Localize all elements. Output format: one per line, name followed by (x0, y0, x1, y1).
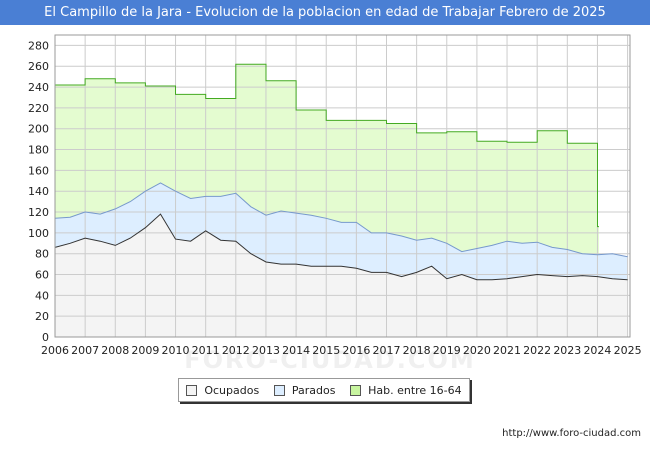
x-tick-label: 2018 (403, 344, 431, 357)
watermark-text: FORO-CIUDAD.COM (184, 346, 476, 374)
x-tick-label: 2015 (312, 344, 340, 357)
legend-swatch-hab (350, 384, 362, 396)
x-tick-label: 2021 (493, 344, 521, 357)
x-tick-label: 2023 (553, 344, 581, 357)
legend-item-parados: Parados (273, 383, 336, 397)
legend-swatch-parados (273, 384, 285, 396)
legend-label-hab: Hab. entre 16-64 (368, 383, 462, 397)
y-tick-label: 100 (28, 227, 49, 240)
legend-item-hab: Hab. entre 16-64 (350, 384, 462, 397)
x-tick-label: 2025 (614, 344, 642, 357)
legend-swatch-ocupados (186, 384, 198, 396)
x-tick-label: 2016 (342, 344, 370, 357)
chart-legend: Ocupados Parados Hab. entre 16-64 (178, 378, 470, 402)
x-tick-label: 2024 (583, 344, 611, 357)
y-tick-label: 80 (35, 248, 49, 261)
y-tick-label: 40 (35, 289, 49, 302)
y-tick-label: 260 (28, 60, 49, 73)
source-credit: http://www.foro-ciudad.com (502, 428, 641, 439)
y-tick-label: 220 (28, 102, 49, 115)
legend-label-ocupados: Ocupados (204, 383, 260, 397)
plot-border (54, 34, 631, 338)
y-tick-label: 280 (28, 39, 49, 52)
legend-item-ocupados: Ocupados (186, 384, 259, 397)
chart-title: El Campillo de la Jara - Evolucion de la… (0, 0, 650, 25)
x-tick-label: 2020 (463, 344, 491, 357)
x-tick-label: 2013 (252, 344, 280, 357)
y-tick-label: 0 (42, 331, 49, 344)
y-tick-label: 20 (35, 310, 49, 323)
x-tick-label: 2012 (222, 344, 250, 357)
x-tick-label: 2006 (41, 344, 69, 357)
x-tick-label: 2011 (192, 344, 220, 357)
x-tick-label: 2008 (101, 344, 129, 357)
x-tick-label: 2014 (282, 344, 310, 357)
parados-line (54, 182, 628, 258)
x-tick-label: 2019 (433, 344, 461, 357)
y-tick-label: 160 (28, 164, 49, 177)
y-tick-label: 180 (28, 144, 49, 157)
legend-label-parados: Parados (291, 383, 336, 397)
x-tick-label: 2009 (131, 344, 159, 357)
ocupados-line (54, 213, 628, 281)
y-tick-label: 60 (35, 269, 49, 282)
hab-line (55, 63, 599, 228)
x-tick-label: 2022 (523, 344, 551, 357)
x-tick-label: 2010 (162, 344, 190, 357)
y-tick-label: 120 (28, 206, 49, 219)
x-tick-label: 2007 (71, 344, 99, 357)
y-tick-label: 200 (28, 123, 49, 136)
ocupados-area (55, 214, 628, 337)
y-tick-label: 240 (28, 81, 49, 94)
y-tick-label: 140 (28, 185, 49, 198)
x-tick-label: 2017 (372, 344, 400, 357)
